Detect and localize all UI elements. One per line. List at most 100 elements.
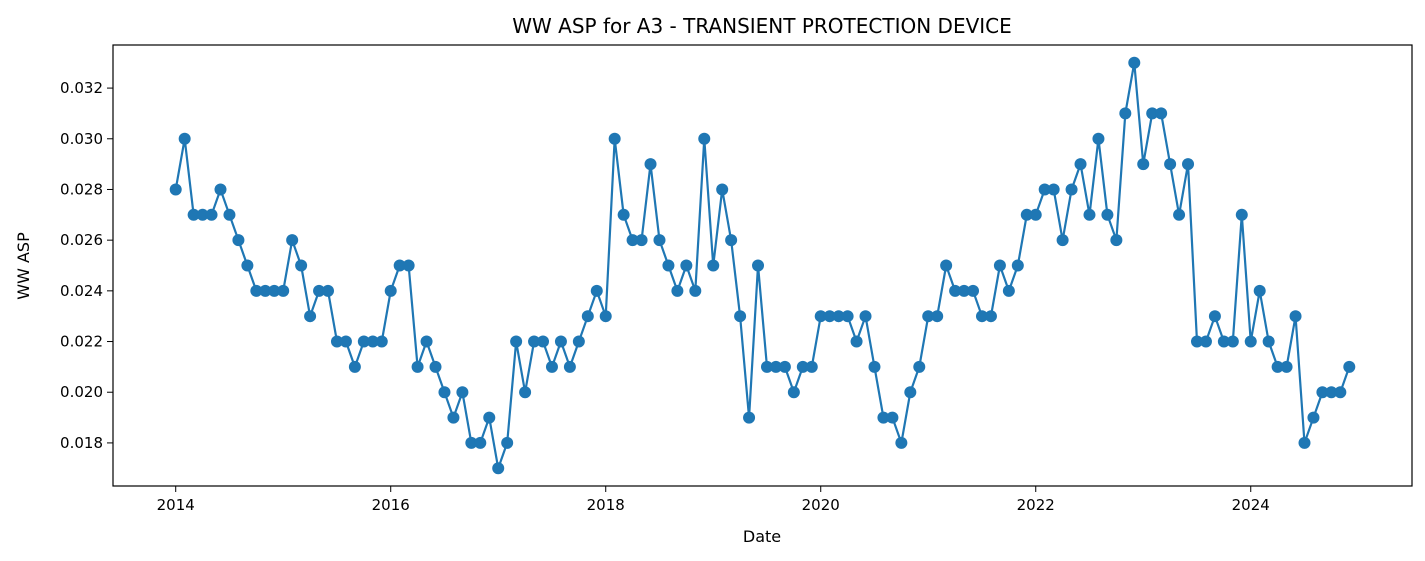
data-point: [1244, 335, 1257, 348]
data-point: [483, 411, 496, 424]
data-point: [1047, 183, 1060, 196]
y-axis-label: WW ASP: [14, 232, 33, 300]
data-point: [438, 386, 451, 399]
data-point: [814, 310, 827, 323]
x-axis-label: Date: [743, 527, 781, 546]
data-point: [608, 132, 621, 145]
data-point: [1226, 335, 1239, 348]
data-point: [375, 335, 388, 348]
data-point: [232, 234, 245, 247]
data-point: [178, 132, 191, 145]
data-point: [169, 183, 182, 196]
data-point: [528, 335, 541, 348]
data-point: [841, 310, 854, 323]
data-point: [698, 132, 711, 145]
x-tick-label: 2018: [587, 496, 625, 514]
data-point: [196, 208, 209, 221]
data-point: [975, 310, 988, 323]
data-point: [1056, 234, 1069, 247]
data-point: [626, 234, 639, 247]
data-point: [1343, 360, 1356, 373]
data-point: [554, 335, 567, 348]
data-point: [1217, 335, 1230, 348]
y-tick-label: 0.032: [60, 79, 103, 97]
data-point: [671, 284, 684, 297]
data-point: [1020, 208, 1033, 221]
data-point: [1199, 335, 1212, 348]
data-point: [590, 284, 603, 297]
data-point: [1182, 158, 1195, 171]
y-tick-label: 0.030: [60, 130, 103, 148]
data-point: [725, 234, 738, 247]
data-point: [653, 234, 666, 247]
data-point: [769, 360, 782, 373]
data-point: [1316, 386, 1329, 399]
data-point: [357, 335, 370, 348]
data-point: [519, 386, 532, 399]
data-point: [384, 284, 397, 297]
data-point: [877, 411, 890, 424]
data-point: [330, 335, 343, 348]
data-point: [214, 183, 227, 196]
data-point: [1271, 360, 1284, 373]
x-tick-label: 2024: [1232, 496, 1270, 514]
data-point: [743, 411, 756, 424]
data-point: [563, 360, 576, 373]
data-point: [805, 360, 818, 373]
y-tick-label: 0.022: [60, 333, 103, 351]
data-point: [223, 208, 236, 221]
data-point: [313, 284, 326, 297]
x-tick-label: 2014: [157, 496, 195, 514]
data-point: [949, 284, 962, 297]
x-tick-label: 2020: [802, 496, 840, 514]
data-point: [420, 335, 433, 348]
data-point: [1092, 132, 1105, 145]
data-point: [859, 310, 872, 323]
data-point: [1011, 259, 1024, 272]
data-point: [886, 411, 899, 424]
chart-title: WW ASP for A3 - TRANSIENT PROTECTION DEV…: [512, 14, 1012, 38]
data-point: [868, 360, 881, 373]
data-point: [734, 310, 747, 323]
data-point: [984, 310, 997, 323]
data-point: [787, 386, 800, 399]
data-point: [581, 310, 594, 323]
data-point: [393, 259, 406, 272]
data-point: [1289, 310, 1302, 323]
data-point: [510, 335, 523, 348]
data-point: [572, 335, 585, 348]
data-point: [1074, 158, 1087, 171]
data-point: [680, 259, 693, 272]
data-point: [716, 183, 729, 196]
data-point: [1235, 208, 1248, 221]
data-point: [778, 360, 791, 373]
data-point: [913, 360, 926, 373]
data-point: [501, 436, 514, 449]
data-point: [832, 310, 845, 323]
data-point: [1253, 284, 1266, 297]
data-point: [1208, 310, 1221, 323]
data-point: [366, 335, 379, 348]
data-point: [1164, 158, 1177, 171]
data-point: [1146, 107, 1159, 120]
plot-area: 2014 2016 2018 2020 2022 2024 0.018 0.020 0.022…: [60, 44, 1413, 514]
data-point: [241, 259, 254, 272]
data-point: [635, 234, 648, 247]
data-point: [689, 284, 702, 297]
data-point: [1137, 158, 1150, 171]
x-axis: 2014 2016 2018 2020 2022 2024: [157, 486, 1270, 514]
data-point: [465, 436, 478, 449]
data-point: [456, 386, 469, 399]
series-group: [169, 56, 1356, 475]
data-point: [850, 335, 863, 348]
y-tick-label: 0.018: [60, 434, 103, 452]
data-point: [1155, 107, 1168, 120]
data-point: [205, 208, 218, 221]
data-point: [707, 259, 720, 272]
y-tick-label: 0.028: [60, 180, 103, 198]
data-point: [1083, 208, 1096, 221]
data-point: [940, 259, 953, 272]
data-point: [1334, 386, 1347, 399]
data-point: [348, 360, 361, 373]
